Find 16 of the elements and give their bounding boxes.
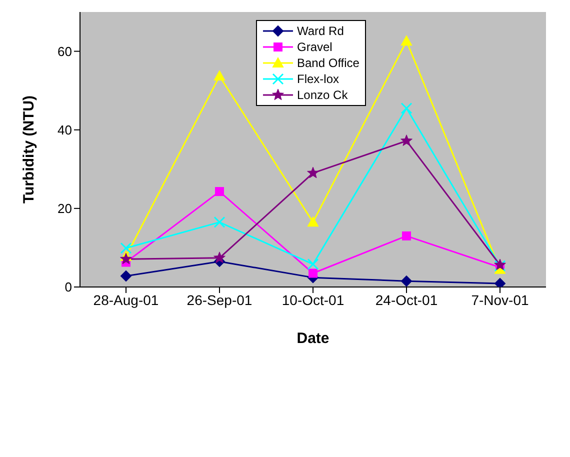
legend-label: Ward Rd <box>297 24 344 38</box>
y-axis-title: Turbidity (NTU) <box>20 95 38 204</box>
y-tick-label: 20 <box>58 201 72 216</box>
x-tick-label: 28-Aug-01 <box>93 292 159 308</box>
x-tick-label: 26-Sep-01 <box>186 292 252 308</box>
y-tick-label: 0 <box>64 280 72 295</box>
legend-label: Lonzo Ck <box>297 88 348 102</box>
x-tick-label: 24-Oct-01 <box>375 292 438 308</box>
y-tick-label: 40 <box>58 122 72 138</box>
legend-label: Band Office <box>297 56 360 70</box>
x-axis-title: Date <box>296 330 330 347</box>
legend-label: Gravel <box>297 40 332 54</box>
x-tick-label: 10-Oct-01 <box>282 292 344 308</box>
legend-label: Flex-lox <box>297 72 340 86</box>
x-tick-label: 7-Nov-01 <box>471 292 529 308</box>
y-tick-label: 60 <box>58 44 72 59</box>
